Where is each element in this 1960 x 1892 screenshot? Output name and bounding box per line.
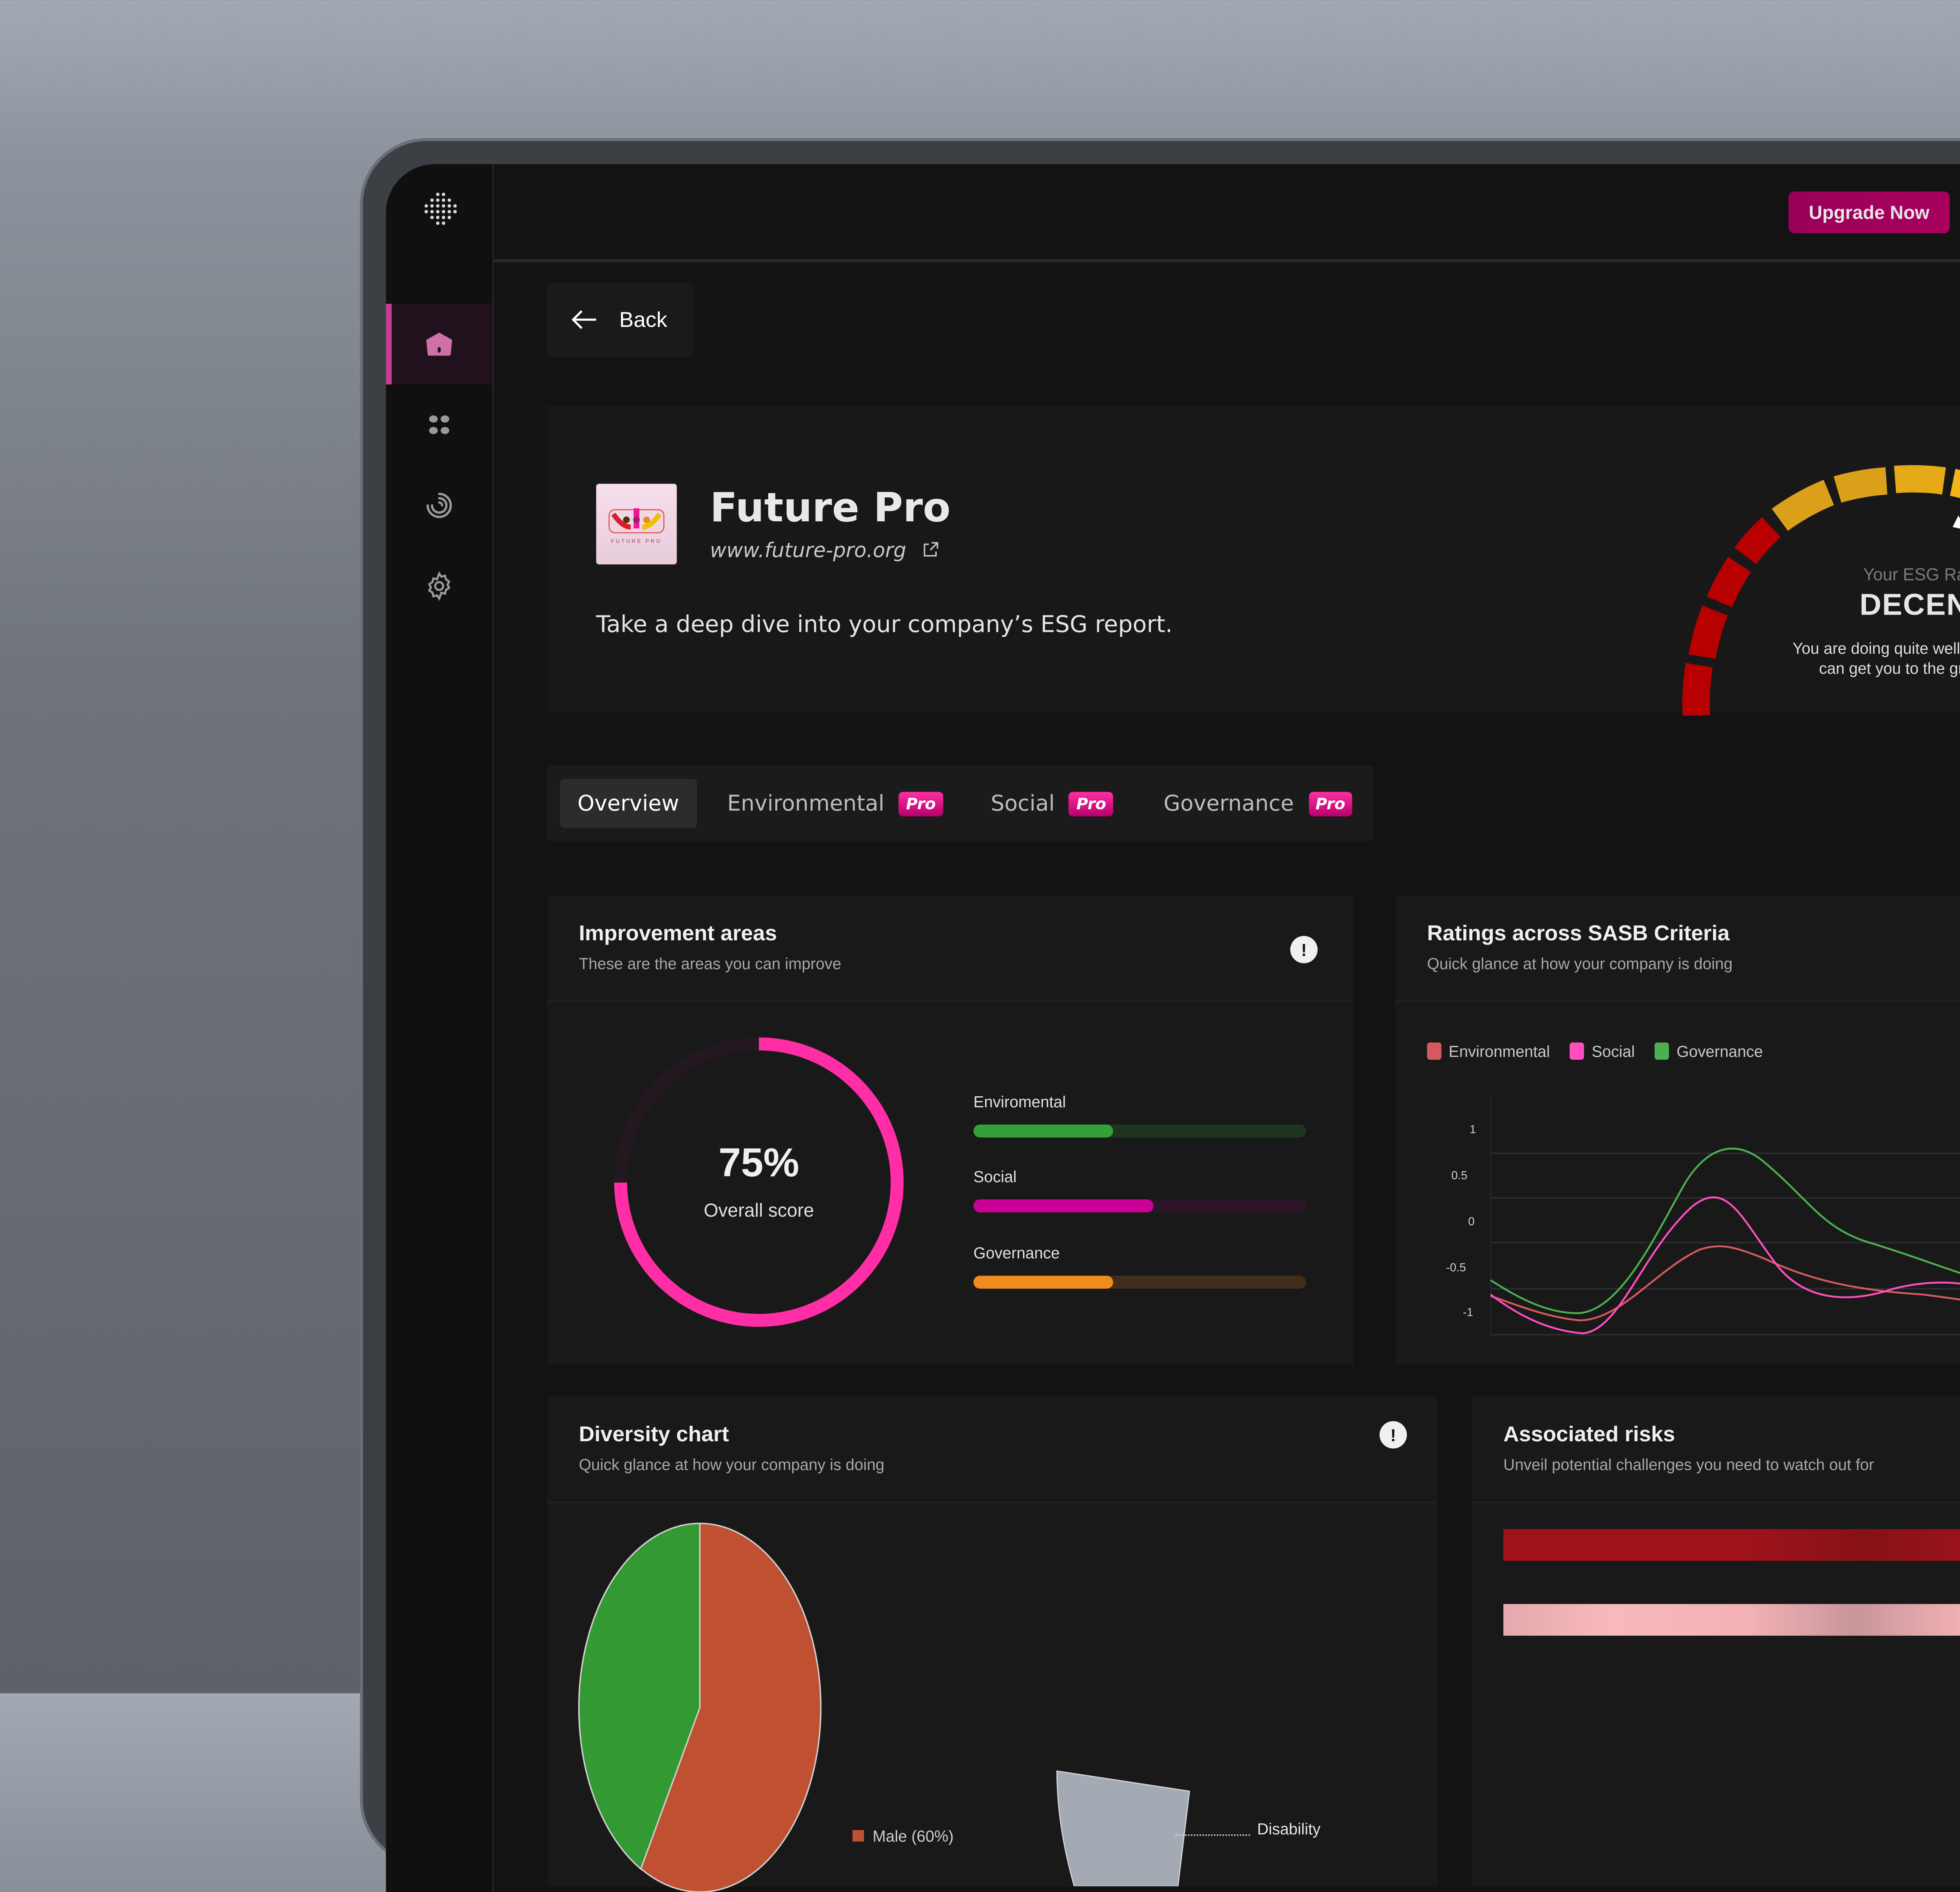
social-progress-bar (973, 1199, 1306, 1213)
esg-rank-message-2: can get you to the green zone (1819, 661, 1960, 678)
card-subtitle: These are the areas you can improve (579, 956, 842, 974)
sasb-line-chart (1490, 1097, 1960, 1337)
sidebar-item-analytics[interactable] (386, 465, 492, 546)
app-screen: Upgrade Now Future Pro (386, 164, 1960, 1892)
card-title: Ratings across SASB Criteria (1427, 922, 1730, 946)
grid-dots-icon (429, 415, 450, 434)
info-icon[interactable]: ! (1379, 1421, 1407, 1449)
tab-governance[interactable]: Governance Pro (1146, 779, 1370, 828)
sasb-ratings-card: Ratings across SASB Criteria Quick glanc… (1395, 895, 1960, 1365)
overall-score-value: 75% (718, 1140, 799, 1185)
tab-label: Overview (577, 790, 679, 816)
y-tick: 0 (1468, 1215, 1475, 1228)
legend-male: Male (60%) (852, 1829, 954, 1846)
card-divider (1395, 1001, 1960, 1002)
legend-governance[interactable]: Governance (1655, 1042, 1763, 1061)
esg-rank-value: DECENT (1859, 589, 1960, 622)
chart-legend: Environmental Social Governance (1427, 1042, 1763, 1061)
sidebar-item-settings[interactable] (386, 546, 492, 626)
tab-label: Governance (1163, 790, 1294, 816)
tab-label: Social (991, 790, 1055, 816)
risk-bar-medium[interactable] (1503, 1604, 1960, 1636)
back-label: Back (619, 307, 668, 332)
legend-social[interactable]: Social (1570, 1042, 1635, 1061)
company-url[interactable]: www.future-pro.org (710, 540, 906, 563)
esg-rank-label: Your ESG Rank (1863, 564, 1960, 585)
bar-label-social: Social (973, 1169, 1017, 1186)
hero-description: Take a deep dive into your company’s ESG… (596, 610, 1173, 638)
home-icon (426, 332, 452, 356)
pro-badge: Pro (1308, 791, 1353, 816)
tab-social[interactable]: Social Pro (973, 779, 1131, 828)
diversity-chart-card: Diversity chart Quick glance at how your… (547, 1397, 1437, 1892)
company-hero-card: FUTURE PRO Future Pro www.future-pro.org… (547, 406, 1960, 717)
bar-label-environmental: Enviromental (973, 1094, 1066, 1112)
pro-badge: Pro (1069, 791, 1114, 816)
governance-progress-bar (973, 1275, 1306, 1289)
sidebar (386, 164, 494, 1892)
card-title: Diversity chart (579, 1422, 729, 1447)
overall-score-ring (614, 1037, 904, 1327)
card-subtitle: Quick glance at how your company is doin… (1427, 956, 1733, 974)
bar-label-governance: Governance (973, 1245, 1060, 1263)
card-subtitle: Unveil potential challenges you need to … (1503, 1457, 1874, 1475)
gender-pie-chart (578, 1522, 822, 1892)
legend-environmental[interactable]: Environmental (1427, 1042, 1550, 1061)
company-logo-icon: FUTURE PRO (608, 508, 664, 544)
gauge-arc-icon (1682, 465, 1960, 717)
arrow-left-icon (572, 310, 596, 329)
company-logo: FUTURE PRO (596, 484, 677, 565)
environmental-progress-bar (973, 1125, 1306, 1138)
esg-rank-message-1: You are doing quite well so far but we (1792, 640, 1960, 658)
disability-label: Disability (1257, 1821, 1321, 1839)
top-bar: Upgrade Now Future Pro (494, 164, 1960, 262)
y-tick: -0.5 (1446, 1261, 1466, 1275)
back-button[interactable]: Back (547, 282, 694, 357)
gear-icon (428, 571, 451, 601)
card-divider (1472, 1502, 1960, 1504)
dot-grid-logo-icon (424, 192, 457, 225)
upgrade-now-button[interactable]: Upgrade Now (1788, 191, 1950, 234)
report-tabs: Overview Environmental Pro Social Pro Go… (547, 766, 1374, 841)
risk-bar-high[interactable] (1503, 1529, 1960, 1561)
overall-score-label: Overall score (704, 1199, 814, 1221)
card-divider (547, 1001, 1354, 1002)
sidebar-item-home[interactable] (386, 304, 493, 385)
card-title: Improvement areas (579, 922, 777, 946)
company-url-link[interactable]: www.future-pro.org (710, 540, 938, 563)
associated-risks-card: Associated risks Unveil potential challe… (1472, 1397, 1960, 1887)
tab-label: Environmental (727, 790, 885, 816)
company-name: Future Pro (710, 484, 951, 532)
y-tick: 1 (1469, 1123, 1476, 1136)
tab-environmental[interactable]: Environmental Pro (710, 779, 960, 828)
improvement-areas-card: Improvement areas These are the areas yo… (547, 895, 1354, 1365)
card-subtitle: Quick glance at how your company is doin… (579, 1457, 885, 1475)
disability-polar-segment (1056, 1770, 1190, 1887)
disability-leader-line (1175, 1834, 1250, 1836)
pro-badge: Pro (898, 791, 943, 816)
info-icon[interactable]: ! (1290, 936, 1318, 963)
card-title: Associated risks (1503, 1422, 1675, 1447)
y-tick: 0.5 (1451, 1169, 1468, 1182)
spiral-icon (426, 493, 452, 518)
y-tick: -1 (1463, 1306, 1473, 1319)
esg-rank-gauge: Your ESG Rank DECENT You are doing quite… (1670, 449, 1960, 717)
svg-text:FUTURE PRO: FUTURE PRO (611, 538, 662, 544)
stage: Upgrade Now Future Pro (360, 138, 1960, 1892)
card-divider (547, 1502, 1437, 1504)
tab-overview[interactable]: Overview (560, 779, 697, 828)
sidebar-item-apps[interactable] (386, 385, 492, 465)
external-link-icon[interactable] (921, 541, 938, 559)
